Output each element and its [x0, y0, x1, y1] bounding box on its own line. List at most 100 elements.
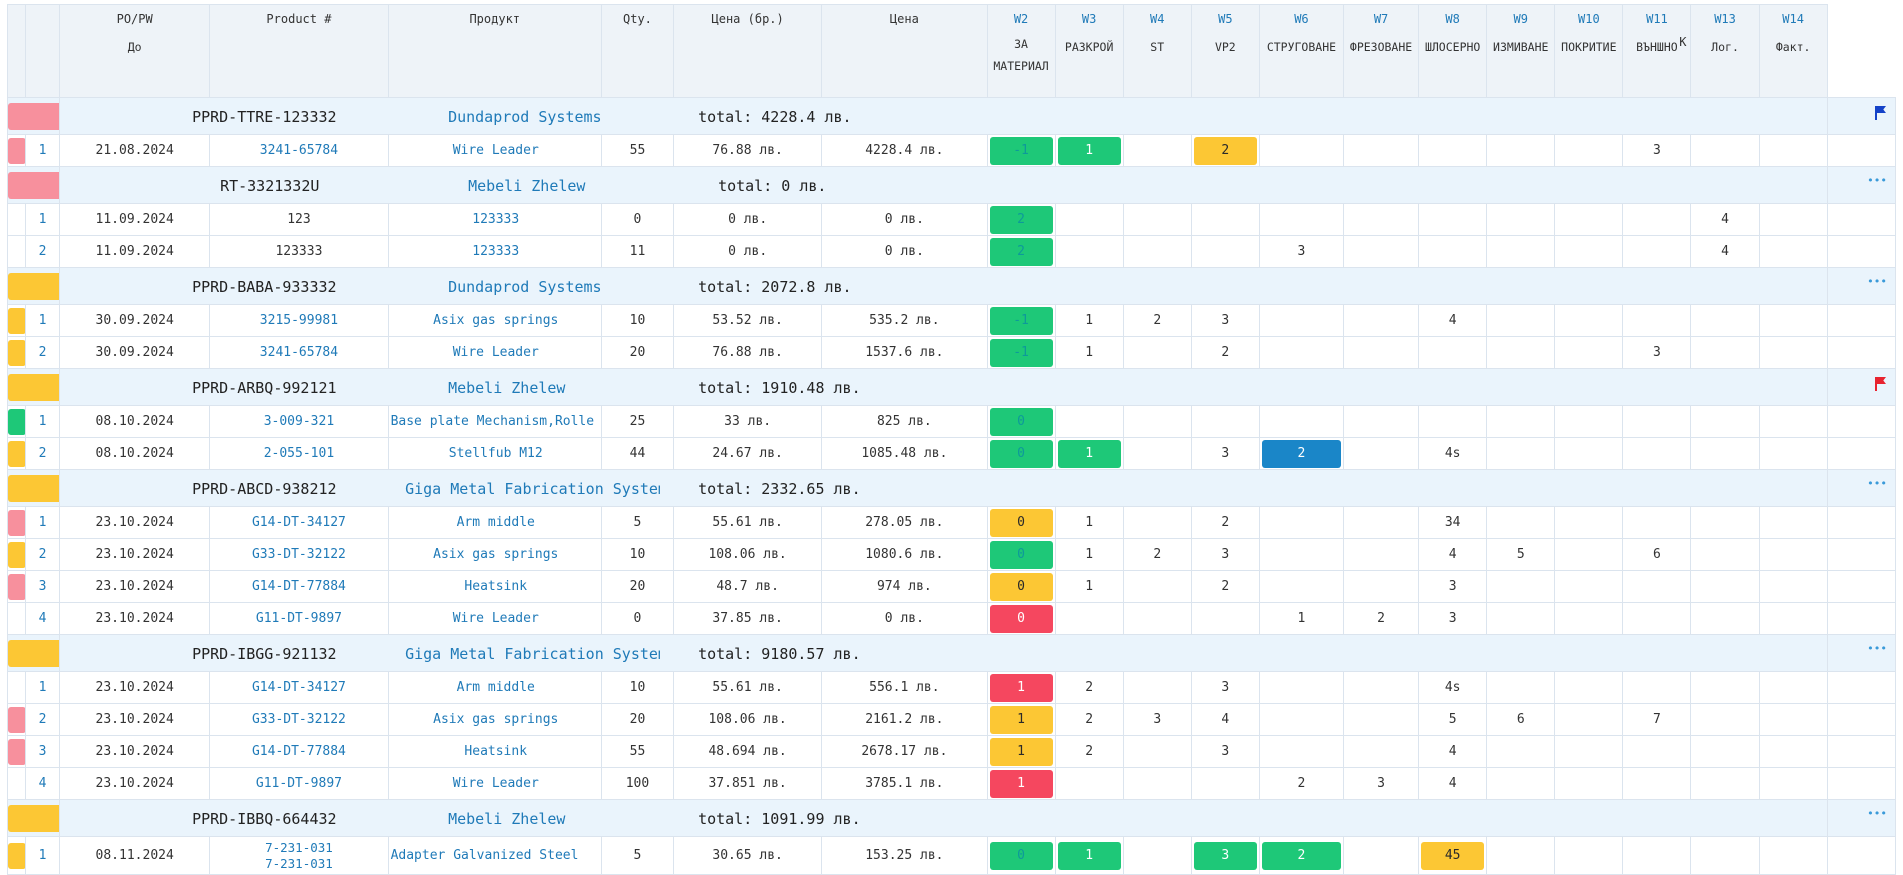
workstation-cell[interactable]: [1826, 134, 1897, 167]
more-actions-icon[interactable]: •••: [1867, 642, 1887, 655]
client-name-link[interactable]: Giga Metal Fabrication Systems: [405, 645, 661, 663]
product-name[interactable]: Heatsink: [464, 744, 528, 759]
workstation-cell[interactable]: [1826, 304, 1897, 337]
workstation-cell[interactable]: [1342, 506, 1420, 539]
client-name-link[interactable]: Dundaprod Systems: [448, 278, 602, 296]
workstation-cell[interactable]: [1826, 506, 1897, 539]
table-row[interactable]: 4 23.10.2024 G11-DT-9897 Wire Leader 100 37.8…: [6, 767, 1897, 800]
product-number[interactable]: 7-231-031: [265, 839, 333, 855]
workstation-cell[interactable]: [1342, 836, 1420, 875]
workstation-cell[interactable]: [1258, 304, 1345, 337]
workstation-cell[interactable]: 0: [986, 405, 1056, 438]
more-actions-icon[interactable]: •••: [1867, 807, 1887, 820]
workstation-cell[interactable]: [1622, 437, 1692, 470]
line-number[interactable]: 1: [38, 414, 47, 429]
workstation-cell[interactable]: 6: [1486, 703, 1556, 736]
product-name[interactable]: 123333: [472, 244, 520, 259]
workstation-cell[interactable]: [1486, 570, 1556, 603]
workstation-cell[interactable]: [1554, 703, 1624, 736]
workstation-cell[interactable]: [1190, 235, 1260, 268]
workstation-cell[interactable]: [1342, 203, 1420, 236]
workstation-cell[interactable]: [1622, 570, 1692, 603]
order-number[interactable]: PPRD-BABA-933332: [192, 278, 337, 296]
workstation-status-chip[interactable]: -1: [989, 306, 1053, 335]
workstation-cell[interactable]: 4s: [1418, 671, 1488, 704]
workstation-cell[interactable]: [1758, 506, 1828, 539]
workstation-cell[interactable]: [1554, 304, 1624, 337]
workstation-cell[interactable]: [1486, 735, 1556, 768]
column-header[interactable]: Qty.: [600, 4, 675, 98]
workstation-status-chip[interactable]: 45: [1421, 841, 1485, 870]
line-number[interactable]: 2: [38, 547, 47, 562]
order-status-swatch[interactable]: [8, 171, 59, 199]
workstation-cell[interactable]: [1418, 336, 1488, 369]
client-name-link[interactable]: Giga Metal Fabrication Systems: [405, 480, 661, 498]
workstation-cell[interactable]: [1258, 405, 1345, 438]
order-status-swatch[interactable]: [8, 639, 59, 667]
workstation-status-chip[interactable]: 0: [989, 572, 1053, 601]
workstation-cell[interactable]: [1486, 336, 1556, 369]
workstation-cell[interactable]: [1342, 671, 1420, 704]
workstation-cell[interactable]: 2: [1054, 703, 1124, 736]
workstation-cell[interactable]: [1342, 437, 1420, 470]
more-actions-icon[interactable]: •••: [1867, 477, 1887, 490]
workstation-cell[interactable]: [1486, 836, 1556, 875]
workstation-cell[interactable]: [1258, 735, 1345, 768]
workstation-cell[interactable]: [1690, 703, 1760, 736]
line-number[interactable]: 3: [38, 744, 47, 759]
workstation-status-chip[interactable]: 3: [1193, 841, 1257, 870]
workstation-cell[interactable]: [1258, 570, 1345, 603]
workstation-cell[interactable]: [1690, 570, 1760, 603]
workstation-cell[interactable]: [1122, 602, 1192, 635]
workstation-cell[interactable]: [1554, 336, 1624, 369]
workstation-cell[interactable]: 2: [1190, 506, 1260, 539]
workstation-cell[interactable]: [1258, 703, 1345, 736]
workstation-cell[interactable]: [1622, 735, 1692, 768]
workstation-status-chip[interactable]: 2: [989, 205, 1053, 234]
workstation-cell[interactable]: 0: [986, 602, 1056, 635]
workstation-cell[interactable]: [1418, 203, 1488, 236]
workstation-cell[interactable]: 0: [986, 538, 1056, 571]
workstation-status-chip[interactable]: 0: [989, 604, 1053, 633]
product-number[interactable]: G11-DT-9897: [255, 776, 342, 791]
product-number[interactable]: 3-009-321: [263, 414, 335, 429]
workstation-cell[interactable]: 3: [1190, 836, 1260, 875]
order-number[interactable]: PPRD-ARBQ-992121: [192, 379, 337, 397]
workstation-cell[interactable]: 2: [1190, 336, 1260, 369]
workstation-cell[interactable]: [1122, 405, 1192, 438]
product-number[interactable]: G11-DT-9897: [255, 611, 342, 626]
column-header[interactable]: [25, 4, 61, 98]
workstation-cell[interactable]: [1758, 304, 1828, 337]
workstation-status-chip[interactable]: 2: [1261, 841, 1341, 870]
workstation-cell[interactable]: [1826, 735, 1897, 768]
workstation-cell[interactable]: [1122, 203, 1192, 236]
column-header[interactable]: PO/PW До: [59, 4, 211, 98]
table-row[interactable]: 2 08.10.2024 2-055-101 Stellfub M12 44 24.67 …: [6, 437, 1897, 470]
product-number[interactable]: G33-DT-32122: [251, 712, 346, 727]
workstation-status-chip[interactable]: 1: [1057, 136, 1121, 165]
workstation-cell[interactable]: [1554, 767, 1624, 800]
workstation-cell[interactable]: 3: [1122, 703, 1192, 736]
workstation-cell[interactable]: [1554, 134, 1624, 167]
column-header[interactable]: W8 ШЛОСЕРНО: [1418, 4, 1488, 98]
order-group-row[interactable]: RT-3321332U Mebeli Zhelew total: 0 лв. •••: [6, 166, 1897, 204]
workstation-cell[interactable]: [1122, 735, 1192, 768]
workstation-cell[interactable]: [1122, 506, 1192, 539]
workstation-cell[interactable]: 3: [1190, 304, 1260, 337]
line-number[interactable]: 4: [38, 611, 47, 626]
line-number[interactable]: 2: [38, 244, 47, 259]
workstation-cell[interactable]: 4: [1418, 538, 1488, 571]
product-number[interactable]: G33-DT-32122: [251, 547, 346, 562]
workstation-cell[interactable]: 0: [986, 570, 1056, 603]
workstation-cell[interactable]: 2: [986, 235, 1056, 268]
workstation-status-chip[interactable]: 0: [989, 508, 1053, 537]
workstation-cell[interactable]: 1: [1258, 602, 1345, 635]
client-name-link[interactable]: Mebeli Zhelew: [448, 379, 566, 397]
line-number[interactable]: 1: [38, 313, 47, 328]
workstation-cell[interactable]: [1342, 134, 1420, 167]
product-number[interactable]: 7-231-031: [265, 855, 333, 871]
product-number[interactable]: G14-DT-77884: [251, 744, 346, 759]
table-row[interactable]: 2 11.09.2024 123333 123333 11 0 лв. 0 лв. 2 3 4: [6, 235, 1897, 268]
column-header[interactable]: W9 ИЗМИВАНЕ: [1486, 4, 1556, 98]
workstation-status-chip[interactable]: 0: [989, 407, 1053, 436]
